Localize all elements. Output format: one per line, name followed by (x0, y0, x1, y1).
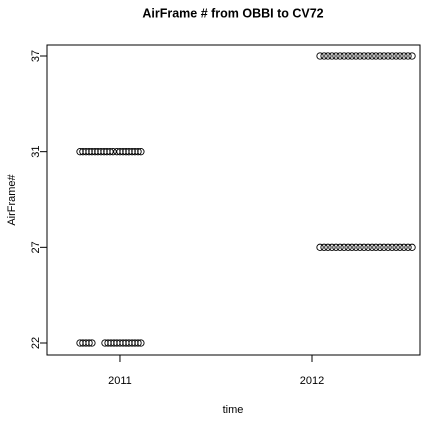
point (364, 243, 372, 251)
point (364, 52, 372, 60)
point (384, 52, 392, 60)
y-tick-label: 31 (30, 146, 42, 158)
point (316, 52, 324, 60)
point (404, 52, 412, 60)
point (376, 52, 384, 60)
point (352, 52, 360, 60)
point (332, 243, 340, 251)
point (348, 243, 356, 251)
point (340, 52, 348, 60)
point (328, 243, 336, 251)
point (328, 52, 336, 60)
point (384, 243, 392, 251)
x-tick-label: 2011 (108, 375, 132, 387)
point (344, 243, 352, 251)
point (368, 243, 376, 251)
point (392, 243, 400, 251)
point (85, 339, 93, 347)
y-tick-label: 27 (30, 241, 42, 253)
point (106, 148, 114, 156)
point (368, 52, 376, 60)
point (352, 243, 360, 251)
point (356, 243, 364, 251)
x-axis-label: time (223, 404, 244, 416)
point (324, 243, 332, 251)
point (336, 52, 344, 60)
point (360, 243, 368, 251)
point (372, 243, 380, 251)
point (376, 243, 384, 251)
y-tick-label: 37 (30, 50, 42, 62)
point (109, 148, 117, 156)
point (324, 52, 332, 60)
point (137, 148, 145, 156)
point (332, 52, 340, 60)
point (392, 52, 400, 60)
point (88, 339, 96, 347)
point (316, 243, 324, 251)
point (344, 52, 352, 60)
point (320, 52, 328, 60)
point (400, 243, 408, 251)
point (400, 52, 408, 60)
point (340, 243, 348, 251)
point (320, 243, 328, 251)
point (348, 52, 356, 60)
y-axis-label: AirFrame# (6, 173, 18, 225)
point (356, 52, 364, 60)
point (134, 148, 142, 156)
y-tick-label: 22 (30, 337, 42, 349)
point (396, 243, 404, 251)
point (388, 52, 396, 60)
point (404, 243, 412, 251)
chart-title: AirFrame # from OBBI to CV72 (142, 6, 323, 20)
point (408, 243, 416, 251)
point (372, 52, 380, 60)
point (134, 339, 142, 347)
point (388, 243, 396, 251)
point (396, 52, 404, 60)
point (380, 52, 388, 60)
plot-frame (46, 44, 421, 356)
point (380, 243, 388, 251)
point (360, 52, 368, 60)
x-tick-label: 2012 (300, 375, 324, 387)
point (137, 339, 145, 347)
point (336, 243, 344, 251)
point (408, 52, 416, 60)
